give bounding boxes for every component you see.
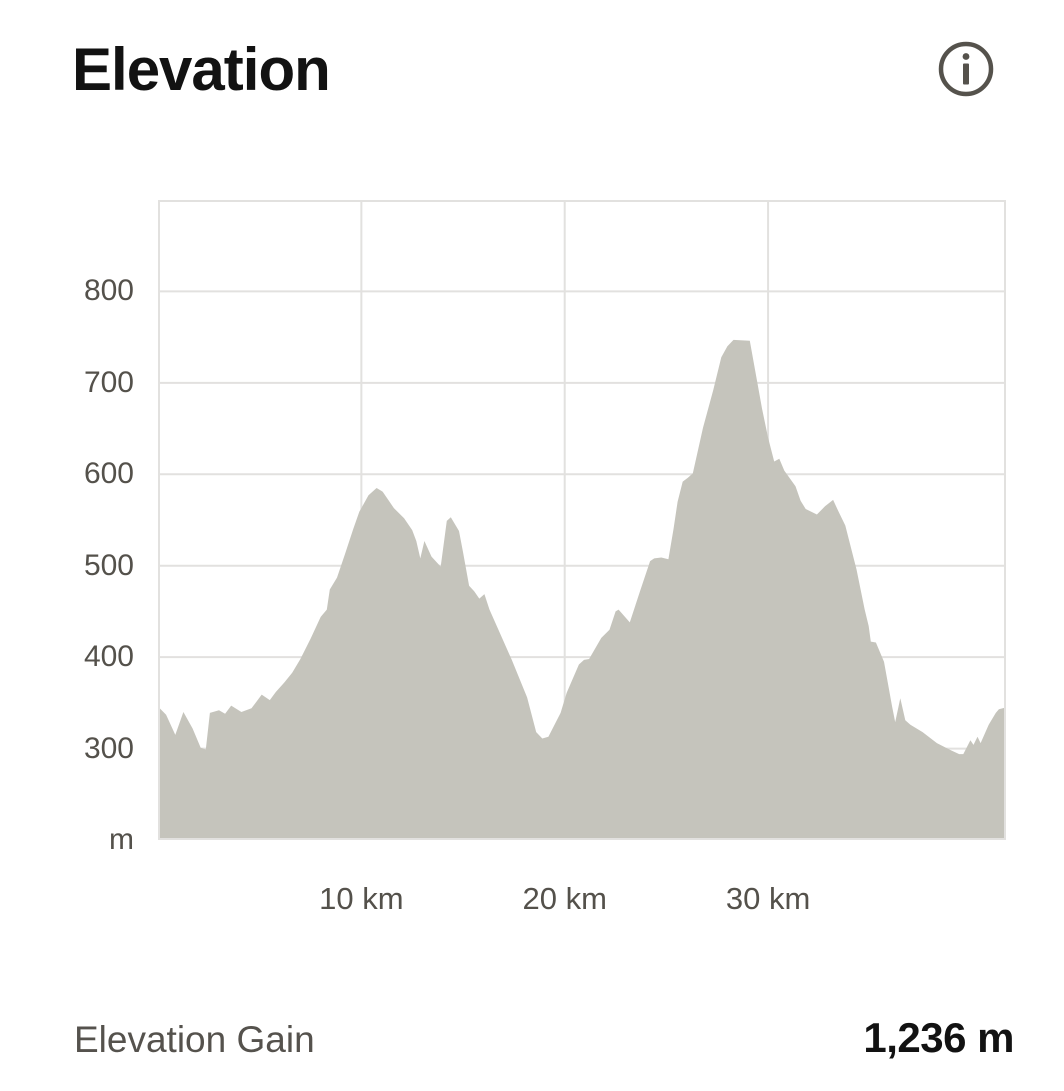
y-tick-label: 400 — [83, 640, 134, 674]
x-tick-label: 20 km — [522, 881, 607, 916]
x-tick-label: 30 km — [725, 881, 811, 916]
y-tick-label: 800 — [83, 274, 134, 308]
elevation-gain-value: 1,236 m — [863, 1014, 1014, 1061]
x-tick-label: 10 km — [319, 881, 404, 916]
y-tick-label: 500 — [83, 548, 134, 582]
info-button[interactable] — [936, 39, 996, 99]
y-tick-label: 600 — [83, 457, 134, 491]
stats-row: Elevation Gain 1,236 m — [0, 1008, 1064, 1068]
elevation-chart[interactable] — [158, 200, 1006, 840]
y-tick-label: 300 — [83, 731, 134, 765]
page-title: Elevation — [72, 36, 331, 103]
info-icon — [938, 41, 994, 97]
y-tick-label: 700 — [83, 365, 134, 399]
elevation-gain-label: Elevation Gain — [74, 1019, 315, 1060]
elevation-profile-svg — [158, 200, 1006, 840]
y-axis-unit-label: m — [109, 823, 134, 856]
